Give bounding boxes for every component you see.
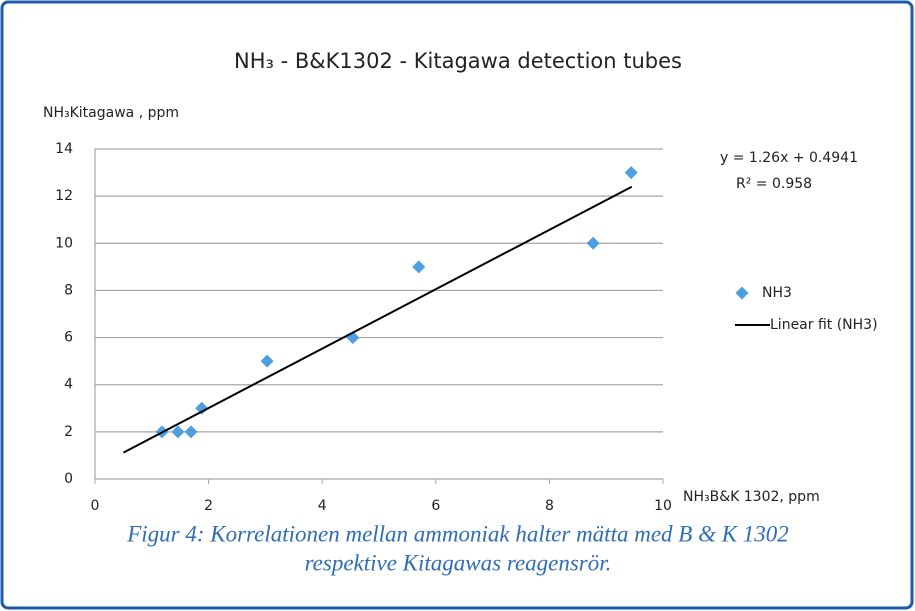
y-tick-label: 14 xyxy=(55,141,73,157)
point xyxy=(260,354,274,368)
y-tick-label: 8 xyxy=(64,282,73,298)
y-tick-label: 10 xyxy=(55,235,73,251)
y-tick-label: 0 xyxy=(64,471,73,487)
x-tick-label: 4 xyxy=(318,498,327,514)
caption-line: Figur 4: Korrelationen mellan ammoniak h… xyxy=(126,521,789,546)
y-tick-label: 12 xyxy=(55,188,73,204)
x-tick-label: 0 xyxy=(91,498,100,514)
y-tick-label: 6 xyxy=(64,330,73,346)
legend-marker xyxy=(735,286,749,300)
point xyxy=(195,401,209,415)
point xyxy=(184,425,198,439)
y-axis-label: NH₃Kitagawa , ppm xyxy=(43,105,179,121)
point xyxy=(412,260,426,274)
legend-label: Linear fit (NH3) xyxy=(770,317,878,333)
point xyxy=(171,425,185,439)
y-tick-label: 2 xyxy=(64,424,73,440)
y-tick-label: 4 xyxy=(64,377,73,393)
point xyxy=(586,236,600,250)
caption-line: respektive Kitagawas reagensrör. xyxy=(305,550,612,575)
chart-title: NH₃ - B&K1302 - Kitagawa detection tubes xyxy=(234,49,682,73)
x-tick-label: 2 xyxy=(204,498,213,514)
x-tick-label: 8 xyxy=(545,498,554,514)
equation: y = 1.26x + 0.4941 xyxy=(720,150,858,166)
legend-label: NH3 xyxy=(762,285,792,301)
point xyxy=(624,166,638,180)
trendline xyxy=(122,185,633,454)
r-squared: R² = 0.958 xyxy=(736,176,812,192)
x-tick-label: 10 xyxy=(654,498,672,514)
x-axis-label: NH₃B&K 1302, ppm xyxy=(683,489,820,505)
x-tick-label: 6 xyxy=(431,498,440,514)
